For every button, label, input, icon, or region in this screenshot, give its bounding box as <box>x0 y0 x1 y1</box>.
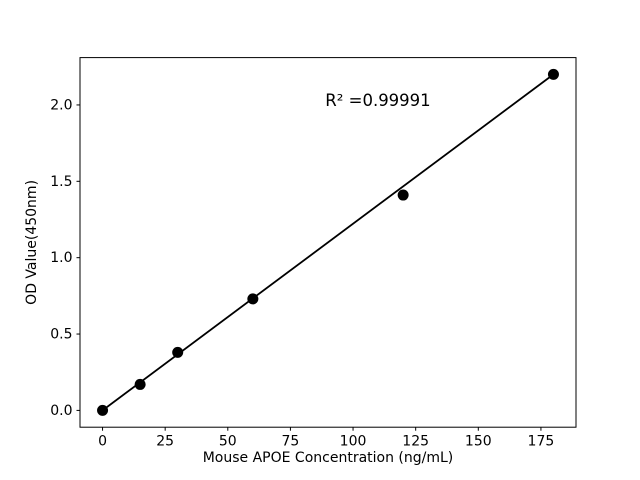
x-tick-label: 0 <box>98 434 107 450</box>
y-tick-label: 0.5 <box>50 327 72 343</box>
plot-border <box>79 57 577 428</box>
y-tick-label: 0.0 <box>50 403 72 419</box>
series-layer <box>97 68 559 416</box>
y-tick-label: 1.5 <box>50 174 72 190</box>
data-point <box>547 68 559 80</box>
x-axis-label: Mouse APOE Concentration (ng/mL) <box>203 450 454 466</box>
y-tick-label: 2.0 <box>50 97 72 113</box>
data-point <box>247 293 259 305</box>
y-axis-ticks: 0.0 0.5 1.0 1.5 2.0 <box>50 97 80 419</box>
x-tick-label: 175 <box>528 434 555 450</box>
data-point <box>97 404 109 416</box>
y-axis-label: OD Value(450nm) <box>24 180 40 305</box>
r-squared-annotation: R² =0.99991 <box>325 91 430 110</box>
data-point <box>134 378 146 390</box>
x-tick-label: 50 <box>219 434 237 450</box>
x-tick-label: 150 <box>465 434 492 450</box>
x-tick-label: 100 <box>340 434 367 450</box>
data-point <box>397 189 409 201</box>
x-tick-label: 25 <box>156 434 174 450</box>
y-tick-label: 1.0 <box>50 250 72 266</box>
data-point <box>172 346 184 358</box>
x-tick-label: 125 <box>402 434 429 450</box>
fit-line <box>101 73 555 412</box>
x-axis-ticks: 0 25 50 75 100 125 150 175 <box>98 427 554 450</box>
x-tick-label: 75 <box>282 434 300 450</box>
